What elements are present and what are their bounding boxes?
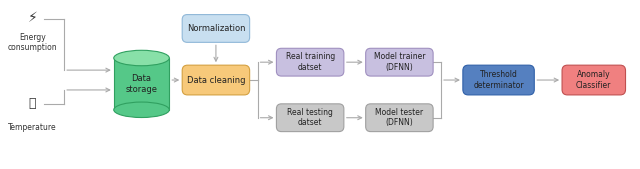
Text: Real testing
datset: Real testing datset	[287, 108, 333, 127]
FancyBboxPatch shape	[365, 48, 433, 76]
Ellipse shape	[114, 102, 170, 117]
Text: Normalization: Normalization	[187, 24, 245, 33]
Text: Data
storage: Data storage	[125, 74, 157, 94]
Text: Data cleaning: Data cleaning	[187, 76, 245, 84]
Text: Temperature: Temperature	[8, 123, 57, 132]
FancyBboxPatch shape	[276, 48, 344, 76]
Ellipse shape	[114, 50, 170, 66]
Text: Real training
datset: Real training datset	[285, 53, 335, 72]
Text: Model trainer
(DFNN): Model trainer (DFNN)	[374, 53, 425, 72]
FancyBboxPatch shape	[182, 65, 250, 95]
Text: Threshold
determinator: Threshold determinator	[473, 70, 524, 90]
FancyBboxPatch shape	[276, 104, 344, 132]
Text: Anomaly
Classifier: Anomaly Classifier	[576, 70, 611, 90]
Text: Model tester
(DFNN): Model tester (DFNN)	[375, 108, 424, 127]
FancyBboxPatch shape	[365, 104, 433, 132]
Text: ⚡: ⚡	[28, 11, 37, 26]
FancyBboxPatch shape	[562, 65, 625, 95]
FancyBboxPatch shape	[182, 15, 250, 42]
Text: Energy
consumption: Energy consumption	[8, 33, 57, 52]
Text: 🌡: 🌡	[29, 97, 36, 110]
Polygon shape	[114, 58, 170, 110]
FancyBboxPatch shape	[463, 65, 534, 95]
